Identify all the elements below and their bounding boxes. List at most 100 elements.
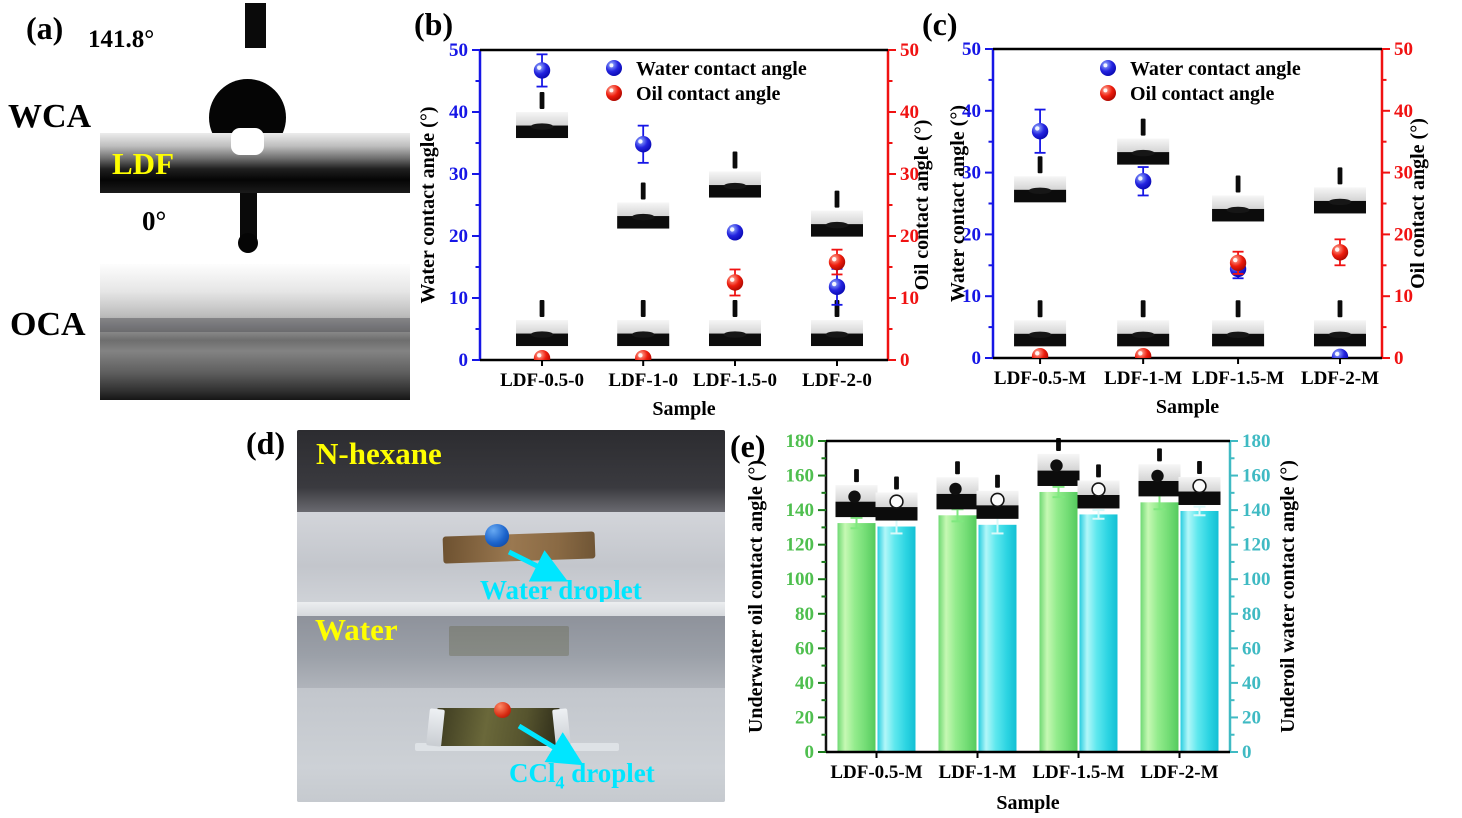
panel-a: (a) 141.8° WCA LDF 0° OCA bbox=[0, 0, 416, 421]
ccl4-droplet-arrow-icon bbox=[517, 723, 584, 766]
y-tick-label: 0 bbox=[805, 742, 815, 763]
needle-icon bbox=[1140, 300, 1146, 318]
data-point bbox=[635, 349, 652, 360]
y-tick-label: 60 bbox=[795, 638, 814, 659]
y-tick-label: 80 bbox=[795, 604, 814, 625]
needle-icon bbox=[1337, 300, 1343, 318]
inset-flat-droplet bbox=[1028, 187, 1052, 195]
data-point-highlight bbox=[1035, 126, 1040, 131]
inset-photo-surface bbox=[1212, 333, 1265, 347]
panel-d-label: (d) bbox=[246, 425, 286, 461]
data-point-highlight bbox=[638, 139, 643, 144]
panel-e: (e) 0 20 40 60 80 100 120 140 160 180 0 20 40 60 80 100… bbox=[726, 422, 1346, 814]
inset-flat-droplet bbox=[1328, 198, 1352, 206]
oil-needle-icon bbox=[240, 193, 257, 239]
droplet-photo-inset bbox=[1077, 464, 1120, 509]
inset-flat-droplet bbox=[825, 331, 849, 338]
ccl4-subscript: 4 bbox=[555, 772, 565, 793]
panel-c-label: (c) bbox=[922, 6, 958, 42]
inset-outline-droplet bbox=[1091, 482, 1106, 497]
inset-flat-droplet bbox=[825, 221, 849, 229]
data-point-highlight bbox=[832, 257, 837, 262]
droplet-photo-inset bbox=[835, 469, 878, 518]
data-point bbox=[533, 349, 551, 360]
x-tick-label: LDF-1.5-M bbox=[1192, 368, 1284, 389]
needle-icon bbox=[539, 92, 545, 110]
needle-icon bbox=[1037, 300, 1043, 318]
inset-photo-surface bbox=[976, 505, 1019, 519]
chart-svg-b: 0 10 20 30 40 50 0 10 20 30 40 50 LDF-0.5-0 LDF-1-0 LD… bbox=[417, 40, 933, 420]
data-point bbox=[1031, 347, 1049, 358]
bar-underwater-oil bbox=[1140, 502, 1179, 751]
panel-d: (d) N-hexane Water droplet Water CCl4 dr… bbox=[240, 420, 736, 813]
y-tick-label: 140 bbox=[786, 500, 815, 521]
hexane-layer bbox=[297, 430, 725, 512]
blue-water-droplet bbox=[485, 524, 509, 547]
legend-marker bbox=[606, 60, 622, 76]
y-tick-label: 30 bbox=[962, 163, 981, 184]
data-point-highlight bbox=[832, 281, 837, 287]
panel-b: (b) 0 10 20 30 40 50 0 10 20 30 40 50 LDF-0.5-0 LDF-1… bbox=[408, 0, 942, 421]
error-bar bbox=[1052, 485, 1065, 499]
data-point-highlight bbox=[1334, 351, 1340, 357]
data-point-highlight bbox=[730, 227, 735, 232]
droplet-photo-inset bbox=[709, 151, 761, 198]
needle-icon bbox=[894, 476, 899, 490]
y-tick-label: 20 bbox=[795, 707, 814, 728]
data-point-highlight bbox=[537, 353, 542, 358]
x-tick-label: LDF-0.5-M bbox=[830, 762, 922, 783]
legend-marker bbox=[1100, 60, 1116, 76]
data-point bbox=[726, 224, 744, 241]
inset-photo-surface bbox=[516, 125, 569, 139]
panel-b-label: (b) bbox=[414, 6, 454, 42]
droplet-photo-inset bbox=[976, 474, 1019, 519]
inset-photo-surface bbox=[1178, 491, 1221, 505]
inset-photo-surface bbox=[617, 333, 670, 347]
x-tick-label: LDF-0.5-0 bbox=[500, 370, 584, 391]
x-axis-title: Sample bbox=[1156, 396, 1219, 418]
data-point bbox=[828, 278, 846, 296]
left-axis-title: Underwater oil contact angle (°) bbox=[745, 460, 767, 733]
droplet-photo-inset bbox=[811, 300, 863, 347]
inset-photo-surface bbox=[1014, 189, 1067, 203]
panel-c: (c) 0 10 20 30 40 50 0 10 20 30 40 50 LDF-0.5-M LDF-1… bbox=[908, 0, 1462, 421]
inset-photo-surface bbox=[516, 333, 569, 347]
y-tick-label: 0 bbox=[900, 350, 910, 371]
data-series-oil bbox=[1031, 238, 1349, 358]
y-tick-label: 20 bbox=[1242, 707, 1261, 728]
y-tick-label: 20 bbox=[900, 226, 919, 247]
needle-icon bbox=[854, 469, 859, 483]
droplet-photo-inset bbox=[516, 92, 569, 139]
y-tick-label: 10 bbox=[900, 288, 919, 309]
needle-icon bbox=[1197, 460, 1202, 474]
y-tick-label: 50 bbox=[962, 39, 981, 60]
needle-icon bbox=[1235, 175, 1241, 193]
y-tick-label: 30 bbox=[449, 164, 468, 185]
inset-flat-droplet bbox=[1131, 149, 1155, 157]
inset-outline-droplet bbox=[1192, 478, 1207, 494]
data-point-highlight bbox=[1233, 257, 1238, 263]
inset-outline-droplet bbox=[889, 494, 904, 509]
right-axis-title: Oil contact angle (°) bbox=[1407, 118, 1429, 289]
legend-marker-highlight bbox=[609, 63, 614, 68]
y-tick-label: 10 bbox=[449, 288, 468, 309]
data-point bbox=[1031, 122, 1049, 140]
inset-photo-surface bbox=[709, 185, 761, 198]
y-tick-label: 100 bbox=[786, 569, 815, 590]
bar-underoil-water bbox=[1180, 510, 1219, 751]
data-point bbox=[533, 62, 551, 79]
error-bar bbox=[1092, 509, 1105, 520]
x-tick-label: LDF-2-M bbox=[1301, 368, 1379, 389]
droplet-photo-inset bbox=[936, 461, 979, 510]
y-tick-label: 40 bbox=[795, 673, 814, 694]
inset-photo-surface bbox=[1077, 494, 1120, 509]
y-tick-label: 180 bbox=[1242, 431, 1271, 452]
y-tick-label: 0 bbox=[459, 350, 469, 371]
right-axis-title: Underoil water contact angle (°) bbox=[1277, 460, 1299, 733]
wca-label: WCA bbox=[8, 98, 92, 135]
tank-upper-glass bbox=[297, 616, 725, 688]
data-point-highlight bbox=[1138, 176, 1143, 181]
x-axis-title: Sample bbox=[996, 792, 1059, 813]
needle-icon bbox=[1157, 448, 1162, 462]
inset-photo-surface bbox=[936, 493, 979, 510]
